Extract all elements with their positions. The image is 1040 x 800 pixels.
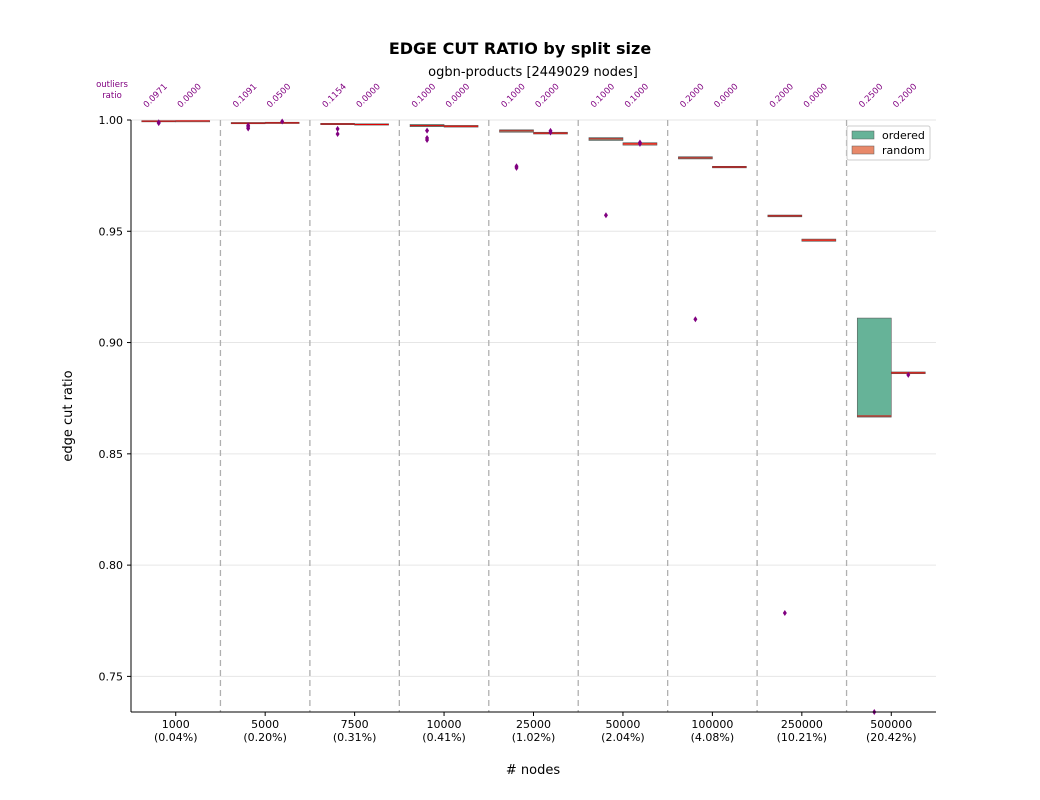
random-outlier-ratio-label: 0.1000 — [623, 82, 651, 110]
x-tick-sublabel: (0.04%) — [154, 731, 198, 744]
random-outlier-point — [637, 139, 642, 146]
y-tick-label: 1.00 — [99, 114, 124, 127]
ordered-outlier-point — [514, 163, 519, 170]
random-outlier-ratio-label: 0.0000 — [444, 82, 472, 110]
y-tick-label: 0.75 — [99, 670, 124, 683]
x-tick-label: 10000 — [427, 718, 462, 731]
y-tick-label: 0.90 — [99, 337, 124, 350]
ordered-outlier-ratio-label: 0.1000 — [410, 82, 438, 110]
ordered-outlier-point — [603, 212, 608, 219]
ordered-outlier-point — [335, 131, 340, 138]
x-tick-sublabel: (2.04%) — [601, 731, 645, 744]
random-outlier-ratio-label: 0.0000 — [176, 82, 204, 110]
x-tick-sublabel: (0.41%) — [422, 731, 466, 744]
random-outlier-ratio-label: 0.0500 — [265, 82, 293, 110]
random-outlier-point — [548, 127, 553, 134]
x-tick-label: 5000 — [251, 718, 279, 731]
x-tick-sublabel: (0.20%) — [243, 731, 287, 744]
plot-area: 1.00 0.95 0.90 0.85 0.80 0.75 0.0971 0.1091 0.11… — [99, 82, 936, 744]
y-tick-label: 0.85 — [99, 448, 124, 461]
ordered-outlier-ratio-label: 0.1091 — [231, 82, 259, 110]
random-outlier-ratio-label: 0.2000 — [891, 82, 919, 110]
random-outlier-ratio-label: 0.0000 — [802, 82, 830, 110]
random-outlier-point — [280, 118, 285, 125]
ordered-outlier-point — [782, 609, 787, 616]
outliers-label-line1: outliers — [96, 80, 128, 90]
ordered-outlier-ratio-label: 0.1000 — [589, 82, 617, 110]
legend-swatch-ordered — [851, 130, 875, 140]
y-tick-label: 0.95 — [99, 225, 124, 238]
legend-label-ordered: ordered — [882, 129, 925, 142]
ordered-outlier-ratio-label: 0.2500 — [857, 82, 885, 110]
x-tick-sublabel: (20.42%) — [866, 731, 917, 744]
chart-subtitle: ogbn-products [2449029 nodes] — [428, 65, 638, 80]
x-tick-sublabel: (4.08%) — [691, 731, 735, 744]
x-tick-sublabel: (1.02%) — [512, 731, 556, 744]
random-outlier-ratio-label: 0.0000 — [712, 82, 740, 110]
ordered-outlier-ratio-label: 0.1154 — [321, 82, 349, 110]
ordered-outlier-point — [246, 122, 251, 129]
x-axis-label: # nodes — [506, 763, 560, 778]
x-tick-sublabel: (0.31%) — [333, 731, 377, 744]
ordered-outlier-point — [156, 119, 161, 126]
ordered-outlier-ratio-label: 0.2000 — [768, 82, 796, 110]
outliers-label-line2: ratio — [102, 91, 122, 101]
ordered-outlier-point — [425, 135, 430, 142]
x-tick-sublabel: (10.21%) — [777, 731, 828, 744]
legend-swatch-random — [851, 145, 875, 155]
random-outlier-point — [906, 371, 911, 378]
x-tick-label: 250000 — [781, 718, 823, 731]
ordered-outlier-ratio-label: 0.1000 — [500, 82, 528, 110]
x-tick-label: 25000 — [516, 718, 551, 731]
ordered-box — [856, 317, 892, 418]
ordered-outlier-point — [693, 316, 698, 323]
ordered-outlier-ratio-label: 0.0971 — [142, 82, 170, 110]
x-tick-label: 1000 — [162, 718, 190, 731]
x-tick-label: 7500 — [341, 718, 369, 731]
ordered-outlier-point — [335, 125, 340, 132]
legend: ordered random — [846, 125, 931, 161]
x-tick-label: 500000 — [870, 718, 912, 731]
x-tick-label: 100000 — [691, 718, 733, 731]
x-tick-label: 50000 — [605, 718, 640, 731]
chart-title: EDGE CUT RATIO by split size — [389, 39, 652, 58]
ordered-outlier-point — [425, 127, 430, 134]
ordered-outlier-ratio-label: 0.2000 — [678, 82, 706, 110]
random-outlier-ratio-label: 0.0000 — [355, 82, 383, 110]
y-tick-label: 0.80 — [99, 559, 124, 572]
y-axis-label: edge cut ratio — [61, 370, 76, 461]
random-outlier-ratio-label: 0.2000 — [534, 82, 562, 110]
legend-label-random: random — [882, 144, 925, 157]
